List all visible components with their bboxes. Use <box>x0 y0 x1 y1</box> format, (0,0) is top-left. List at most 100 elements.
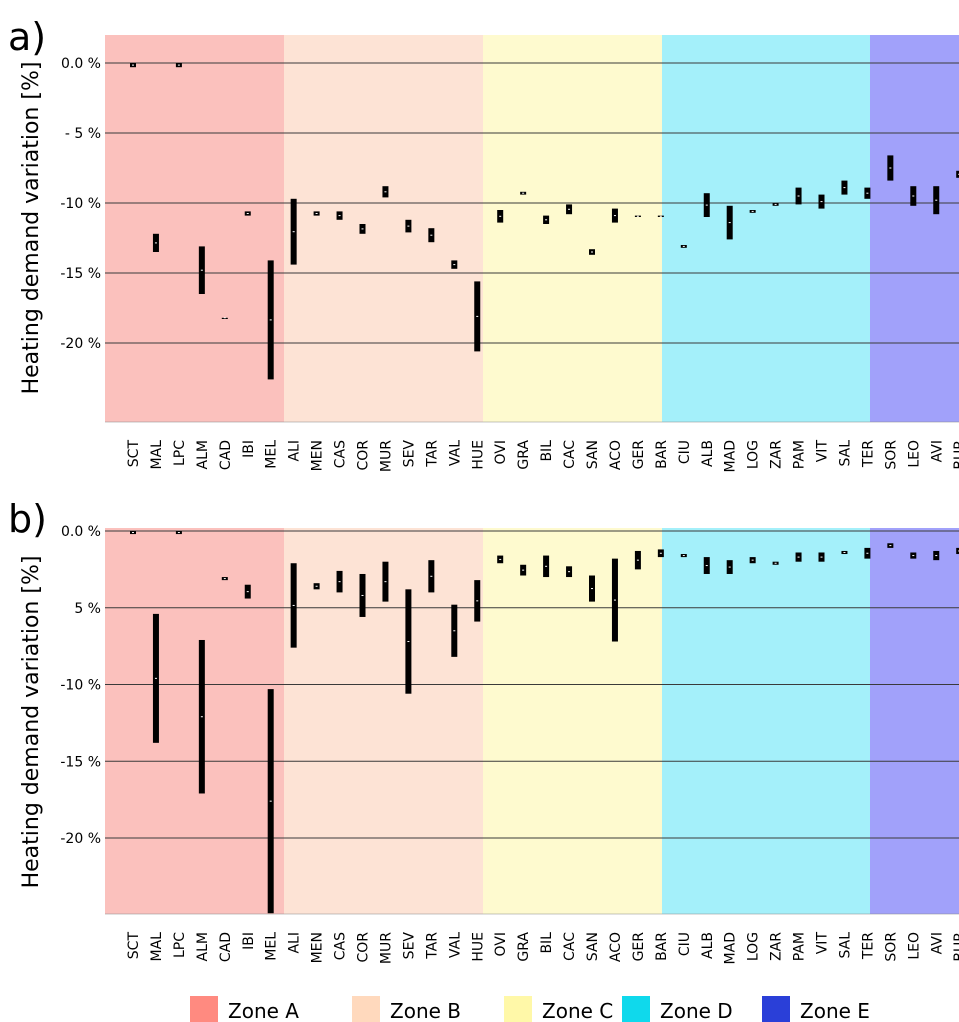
median-marker <box>476 315 479 317</box>
category-label: BAR <box>654 932 670 961</box>
category-label: SAL <box>837 440 853 467</box>
median-marker <box>935 199 938 201</box>
y-tick-label: -20 % <box>60 336 101 352</box>
median-marker <box>636 559 639 561</box>
range-bar-bur <box>956 547 959 555</box>
median-marker <box>774 203 777 205</box>
category-label: VIT <box>815 440 831 463</box>
median-marker <box>613 599 616 601</box>
legend-swatch-zone-a <box>190 996 218 1022</box>
median-marker <box>636 215 639 217</box>
category-label: ZAR <box>769 440 785 469</box>
category-label: SCT <box>126 932 142 960</box>
category-label: GER <box>631 932 647 962</box>
median-marker <box>545 219 548 221</box>
zone-background-zone-a <box>105 528 284 914</box>
median-marker <box>613 215 616 217</box>
category-label: VAL <box>447 932 463 958</box>
category-label: ALB <box>700 440 716 467</box>
category-label: ZAR <box>769 932 785 961</box>
median-marker <box>659 215 662 217</box>
category-label: CAS <box>333 440 349 468</box>
category-label: TAR <box>424 440 440 468</box>
median-marker <box>889 545 892 547</box>
category-label: PAM <box>792 932 808 961</box>
category-label: GER <box>631 440 647 470</box>
category-label: MAD <box>723 932 739 964</box>
category-label: AVI <box>929 932 945 954</box>
category-label: COR <box>356 440 372 471</box>
category-label: ALB <box>700 932 716 959</box>
legend-label: Zone B <box>390 999 461 1022</box>
category-label: CAC <box>562 440 578 469</box>
category-label: VAL <box>447 440 463 466</box>
category-label: MEL <box>264 440 280 469</box>
median-marker <box>361 228 364 230</box>
median-marker <box>912 555 915 557</box>
category-label: LOG <box>746 440 762 469</box>
median-marker <box>453 264 456 266</box>
y-tick-label: 0.0 % <box>61 524 101 540</box>
category-label: HUE <box>470 440 486 470</box>
category-label: IBI <box>241 440 257 458</box>
median-marker <box>705 565 708 567</box>
median-marker <box>223 317 226 319</box>
category-label: MEL <box>264 932 280 961</box>
median-marker <box>269 319 272 321</box>
median-marker <box>843 551 846 553</box>
median-marker <box>200 716 203 718</box>
median-marker <box>177 532 180 534</box>
category-label: LPC <box>172 932 188 958</box>
category-label: ACO <box>608 932 624 962</box>
category-label: CAS <box>333 932 349 960</box>
category-label: ALI <box>287 932 303 954</box>
median-marker <box>866 552 869 554</box>
category-label: ALM <box>195 440 211 469</box>
zone-background-zone-d <box>662 528 870 914</box>
median-marker <box>315 585 318 587</box>
category-label: MUR <box>378 932 394 964</box>
median-marker <box>154 242 157 244</box>
median-marker <box>705 204 708 206</box>
category-label: MAD <box>723 440 739 472</box>
median-marker <box>820 556 823 558</box>
median-marker <box>728 566 731 568</box>
y-tick-label: -10 % <box>60 196 101 212</box>
category-label: BUR <box>952 440 959 470</box>
median-marker <box>545 565 548 567</box>
median-marker <box>820 201 823 203</box>
median-marker <box>751 559 754 561</box>
legend-label: Zone D <box>660 999 733 1022</box>
category-label: ALI <box>287 440 303 462</box>
category-label: MAL <box>149 440 165 470</box>
panel-b-chart: 0.0 % 5 % -10 % -15 % -20 % b) Heating demand … <box>8 497 959 964</box>
median-marker <box>246 213 249 214</box>
category-label: ACO <box>608 440 624 470</box>
zone-background-zone-c <box>483 35 662 422</box>
median-marker <box>476 600 479 602</box>
median-marker <box>889 167 892 169</box>
median-marker <box>430 575 433 577</box>
category-label: SAN <box>585 932 601 961</box>
category-label: BAR <box>654 440 670 469</box>
median-marker <box>384 191 387 193</box>
category-label: GRA <box>516 932 532 962</box>
median-marker <box>774 562 777 564</box>
median-marker <box>499 558 502 560</box>
zone-background-zone-e <box>870 35 959 422</box>
category-label: CAD <box>218 932 234 962</box>
category-label: LOG <box>746 932 762 961</box>
category-label: SAN <box>585 440 601 469</box>
category-label: CAD <box>218 440 234 470</box>
category-label: COR <box>356 932 372 963</box>
zone-background-zone-b <box>284 35 483 422</box>
median-marker <box>361 594 364 596</box>
median-marker <box>522 569 525 571</box>
panel-letter: a) <box>8 15 46 59</box>
category-label: CAC <box>562 932 578 961</box>
median-marker <box>797 556 800 558</box>
legend-label: Zone A <box>228 999 299 1022</box>
category-label: BIL <box>539 932 555 954</box>
category-label: SAL <box>837 932 853 959</box>
